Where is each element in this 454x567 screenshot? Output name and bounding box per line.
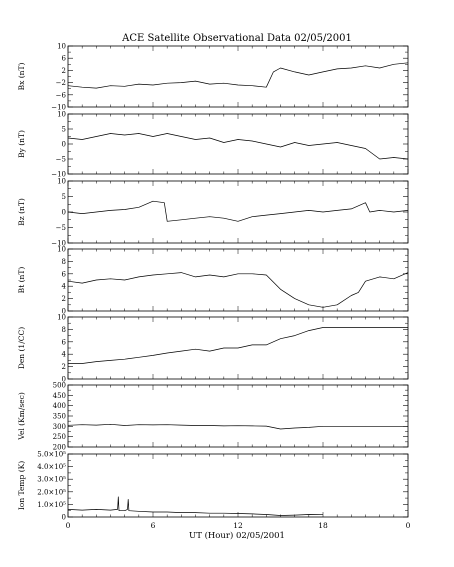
y-tick-label: 5 <box>62 193 66 201</box>
y-tick-label: −5 <box>56 224 66 232</box>
y-tick-label: 4 <box>62 351 67 359</box>
y-axis-label: Bx (nT) <box>17 63 26 91</box>
series-line <box>67 496 324 516</box>
y-tick-label: 0 <box>62 376 66 384</box>
y-tick-label: 0 <box>62 514 66 522</box>
y-tick-label: 500 <box>53 382 66 390</box>
x-axis-label: UT (Hour) 02/05/2001 <box>189 530 285 541</box>
y-tick-label: 450 <box>53 392 66 400</box>
y-tick-label: 0 <box>62 308 66 316</box>
y-tick-label: −5 <box>56 156 66 164</box>
y-axis-label: Bt (nT) <box>17 267 26 294</box>
series-line <box>67 62 409 89</box>
panel-7: 0 1.0×10⁵ 2.0×10⁵ 3.0×10⁵ 4.0×10⁵ 5.0×10⁵ Ion … <box>17 451 409 522</box>
panel-6: 200 250 300 350 400 450 500 Vel (Km/sec) <box>17 382 409 452</box>
y-tick-label: −10 <box>51 240 66 248</box>
x-tick-label: 0 <box>66 521 71 530</box>
y-axis-label: By (nT) <box>17 130 26 158</box>
y-tick-label: −2 <box>56 79 66 87</box>
x-tick-label: 6 <box>151 521 156 530</box>
y-tick-label: 0 <box>62 141 66 149</box>
panel-1: −10 −6 −2 2 6 10 Bx (nT) <box>17 43 409 112</box>
y-tick-label: −10 <box>51 171 66 179</box>
y-tick-label: 350 <box>53 413 66 421</box>
x-tick-label: 12 <box>233 521 243 530</box>
y-tick-label: 2.0×10⁵ <box>37 488 66 496</box>
y-tick-label: 400 <box>53 402 66 410</box>
y-tick-label: 2 <box>62 295 66 303</box>
panel-frame <box>67 113 409 175</box>
y-tick-label: 1.0×10⁵ <box>37 501 66 509</box>
panel-2: −10 −5 0 5 10 By (nT) <box>17 111 409 179</box>
y-tick-label: 3.0×10⁵ <box>37 476 66 484</box>
y-axis-label: Ion Temp (K) <box>17 461 26 510</box>
panel-5: 0 2 4 6 8 10 Den (1/CC) <box>17 314 409 384</box>
y-tick-label: 300 <box>53 423 66 431</box>
y-tick-label: 6 <box>62 55 67 63</box>
series-line <box>68 327 408 364</box>
panel-frame <box>67 45 409 108</box>
y-tick-label: 10 <box>57 314 66 322</box>
y-tick-label: 10 <box>57 111 66 119</box>
y-tick-label: 4.0×10⁵ <box>37 463 66 471</box>
y-tick-label: 10 <box>57 178 66 186</box>
y-tick-label: −6 <box>56 91 67 99</box>
panel-frame <box>67 248 409 312</box>
x-tick-label: 18 <box>318 521 328 530</box>
y-tick-label: −10 <box>51 104 66 112</box>
panel-4: 0 2 4 6 8 10 Bt (nT) <box>17 246 409 316</box>
panels: −10 −6 −2 2 6 10 Bx (nT) −10 −5 0 5 10 By (nT) −10 −5 0… <box>17 43 411 531</box>
y-tick-label: 8 <box>62 326 66 334</box>
y-tick-label: 5 <box>62 126 66 134</box>
series-line <box>67 423 408 430</box>
y-tick-label: 6 <box>62 338 67 346</box>
y-axis-label: Den (1/CC) <box>17 327 26 369</box>
y-tick-label: 2 <box>62 363 66 371</box>
y-tick-label: 200 <box>53 444 66 452</box>
panel-frame <box>67 180 409 244</box>
y-axis-label: Bz (nT) <box>17 198 26 226</box>
chart-title: ACE Satellite Observational Data 02/05/2… <box>121 33 352 44</box>
series-line <box>67 272 409 308</box>
x-tick-label: 0 <box>406 521 411 530</box>
series-line <box>67 133 409 160</box>
y-axis-label: Vel (Km/sec) <box>17 392 26 441</box>
y-tick-label: 2 <box>62 67 66 75</box>
panel-frame <box>67 384 409 448</box>
panel-3: −10 −5 0 5 10 Bz (nT) <box>17 178 409 248</box>
y-tick-label: 4 <box>62 283 67 291</box>
y-tick-label: 5.0×10⁵ <box>37 451 66 459</box>
y-tick-label: 10 <box>57 246 66 254</box>
y-tick-label: 250 <box>53 433 66 441</box>
series-line <box>67 200 409 222</box>
y-tick-label: 6 <box>62 270 67 278</box>
y-tick-label: 8 <box>62 258 66 266</box>
y-tick-label: 0 <box>62 209 66 217</box>
y-tick-label: 10 <box>57 43 66 51</box>
